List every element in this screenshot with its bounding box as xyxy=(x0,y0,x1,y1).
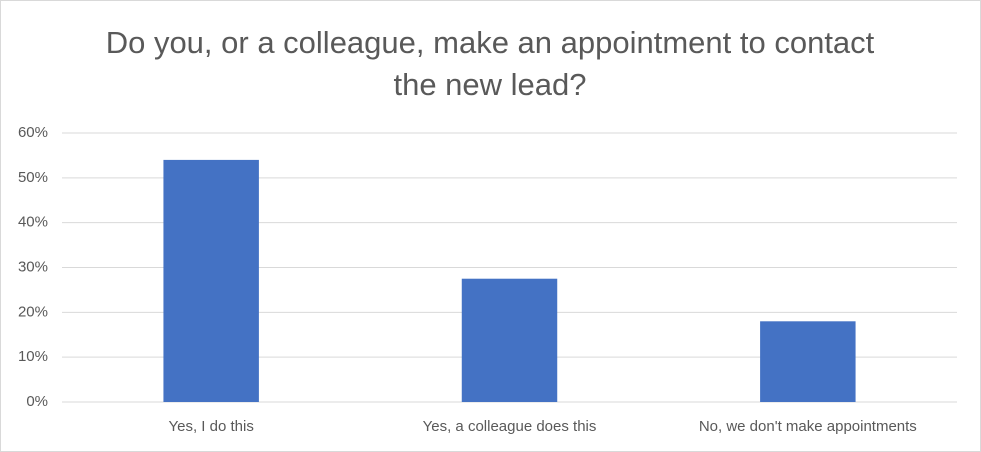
y-tick-label: 50% xyxy=(18,169,48,186)
bar xyxy=(163,159,259,402)
y-tick-label: 60% xyxy=(18,124,48,141)
y-tick-label: 20% xyxy=(18,303,48,320)
y-tick-label: 30% xyxy=(18,258,48,275)
x-tick-label: No, we don't make appointments xyxy=(699,418,917,435)
y-tick-label: 10% xyxy=(18,348,48,365)
x-tick-label: Yes, a colleague does this xyxy=(423,418,597,435)
chart-title: Do you, or a colleague, make an appointm… xyxy=(105,25,875,102)
y-tick-label: 40% xyxy=(18,214,48,231)
bar xyxy=(760,321,856,402)
x-tick-label: Yes, I do this xyxy=(168,418,253,435)
y-tick-label: 0% xyxy=(26,393,48,410)
bar xyxy=(461,278,558,402)
